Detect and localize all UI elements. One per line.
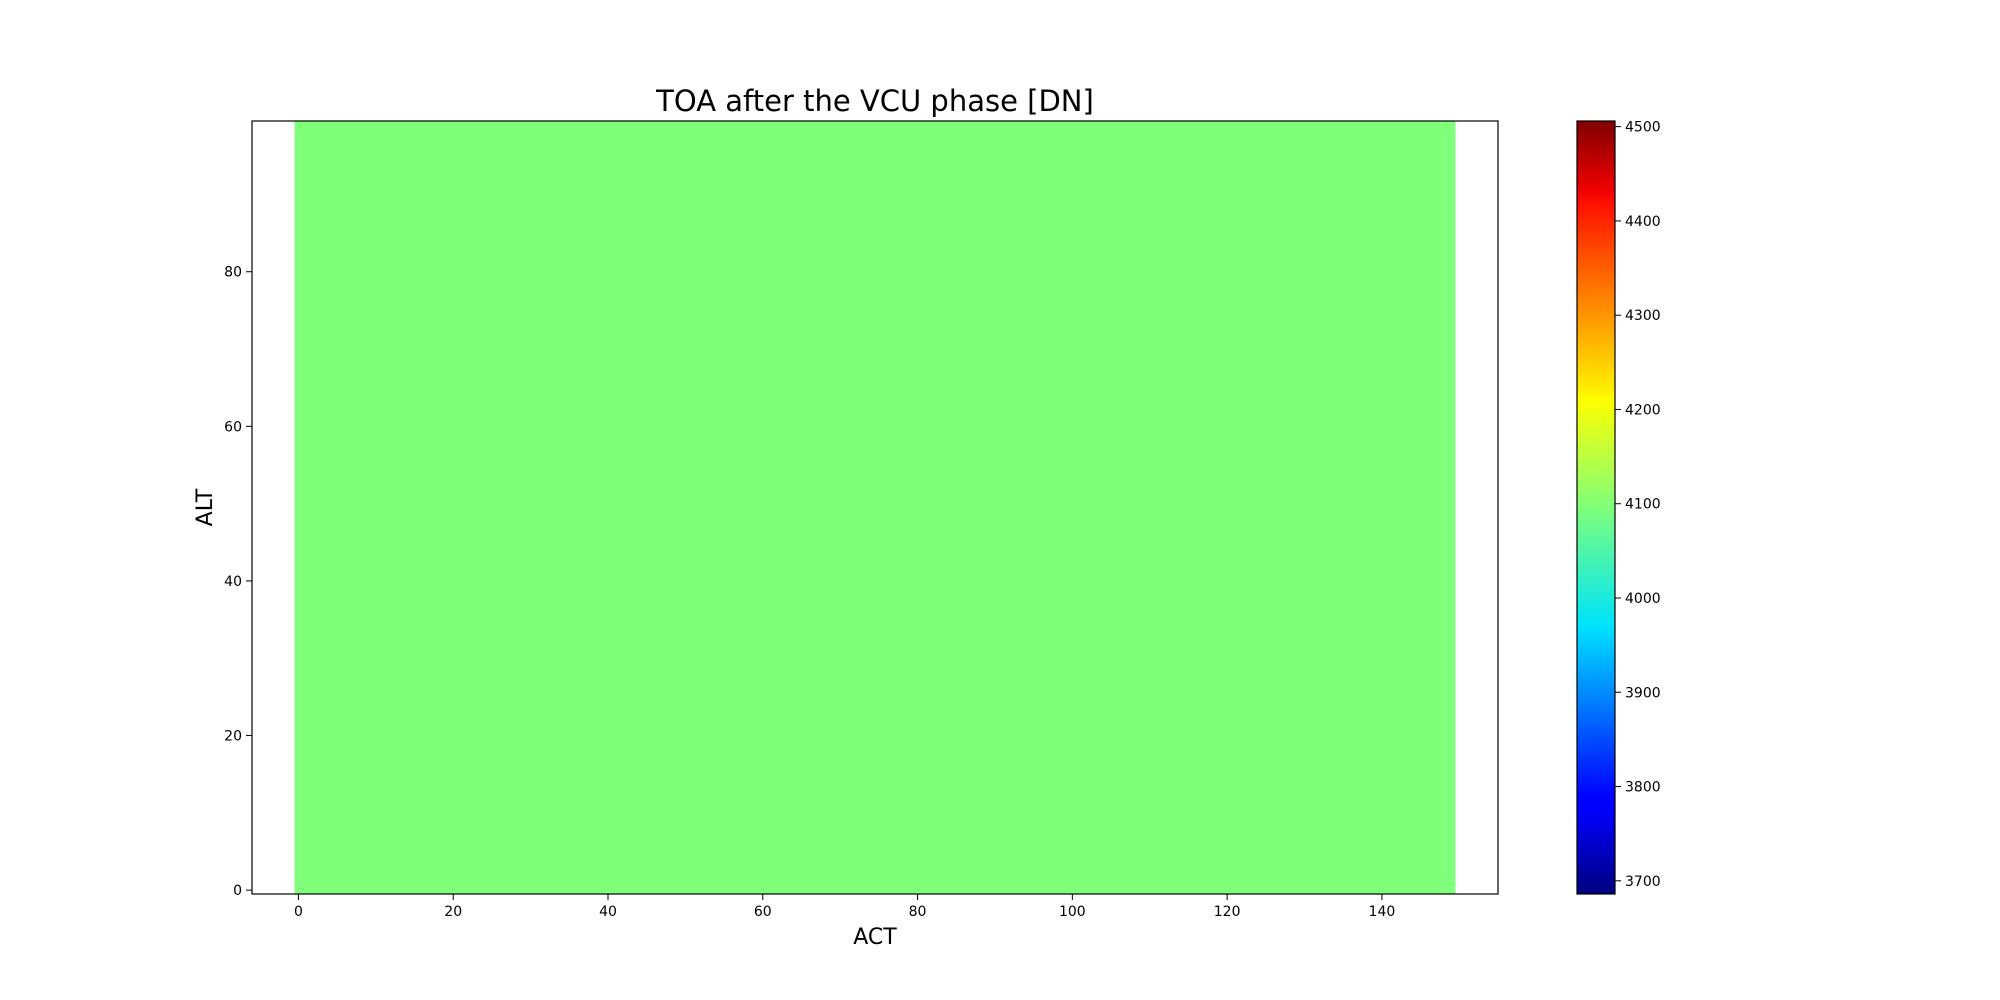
colorbar-tick-label: 4400 bbox=[1625, 214, 1661, 230]
plot-area: 0 20 40 60 80 100 120 140 0 20 40 60 80 bbox=[224, 120, 1499, 920]
x-axis-ticks: 0 20 40 60 80 100 120 140 bbox=[294, 894, 1395, 920]
y-tick-label: 20 bbox=[224, 729, 242, 745]
x-tick-label: 0 bbox=[294, 904, 303, 920]
y-tick-label: 80 bbox=[224, 265, 242, 281]
axes-frame bbox=[251, 120, 1499, 895]
x-tick-label: 140 bbox=[1369, 904, 1396, 920]
y-tick-label: 0 bbox=[233, 883, 242, 899]
y-axis-ticks: 0 20 40 60 80 bbox=[224, 265, 252, 899]
colorbar-tick-label: 4100 bbox=[1625, 497, 1661, 513]
colorbar-tick-label: 3800 bbox=[1625, 780, 1661, 796]
colorbar-tick-label: 4500 bbox=[1625, 120, 1661, 136]
colorbar-tick-label: 4200 bbox=[1625, 402, 1661, 418]
x-tick-label: 40 bbox=[599, 904, 617, 920]
x-tick-label: 80 bbox=[909, 904, 927, 920]
y-axis-label: ALT bbox=[193, 488, 218, 526]
y-tick-label: 60 bbox=[224, 419, 242, 435]
x-tick-label: 20 bbox=[444, 904, 462, 920]
colorbar-tick-label: 3700 bbox=[1625, 874, 1661, 890]
heatmap-image bbox=[294, 121, 1456, 894]
colorbar-tick-label: 4000 bbox=[1625, 591, 1661, 607]
x-tick-label: 100 bbox=[1059, 904, 1086, 920]
colorbar-tick-label: 3900 bbox=[1625, 685, 1661, 701]
x-tick-label: 120 bbox=[1214, 904, 1241, 920]
colorbar-tick-label: 4300 bbox=[1625, 308, 1661, 324]
chart-title: TOA after the VCU phase [DN] bbox=[655, 84, 1094, 118]
x-tick-label: 60 bbox=[754, 904, 772, 920]
colorbar: 3700 3800 3900 4000 4100 4200 4300 4400 4500 bbox=[1576, 120, 1661, 895]
y-tick-label: 40 bbox=[224, 574, 242, 590]
colorbar-ticks: 3700 3800 3900 4000 4100 4200 4300 4400 4500 bbox=[1615, 120, 1661, 890]
x-axis-label: ACT bbox=[853, 925, 897, 950]
colorbar-gradient bbox=[1576, 120, 1616, 895]
